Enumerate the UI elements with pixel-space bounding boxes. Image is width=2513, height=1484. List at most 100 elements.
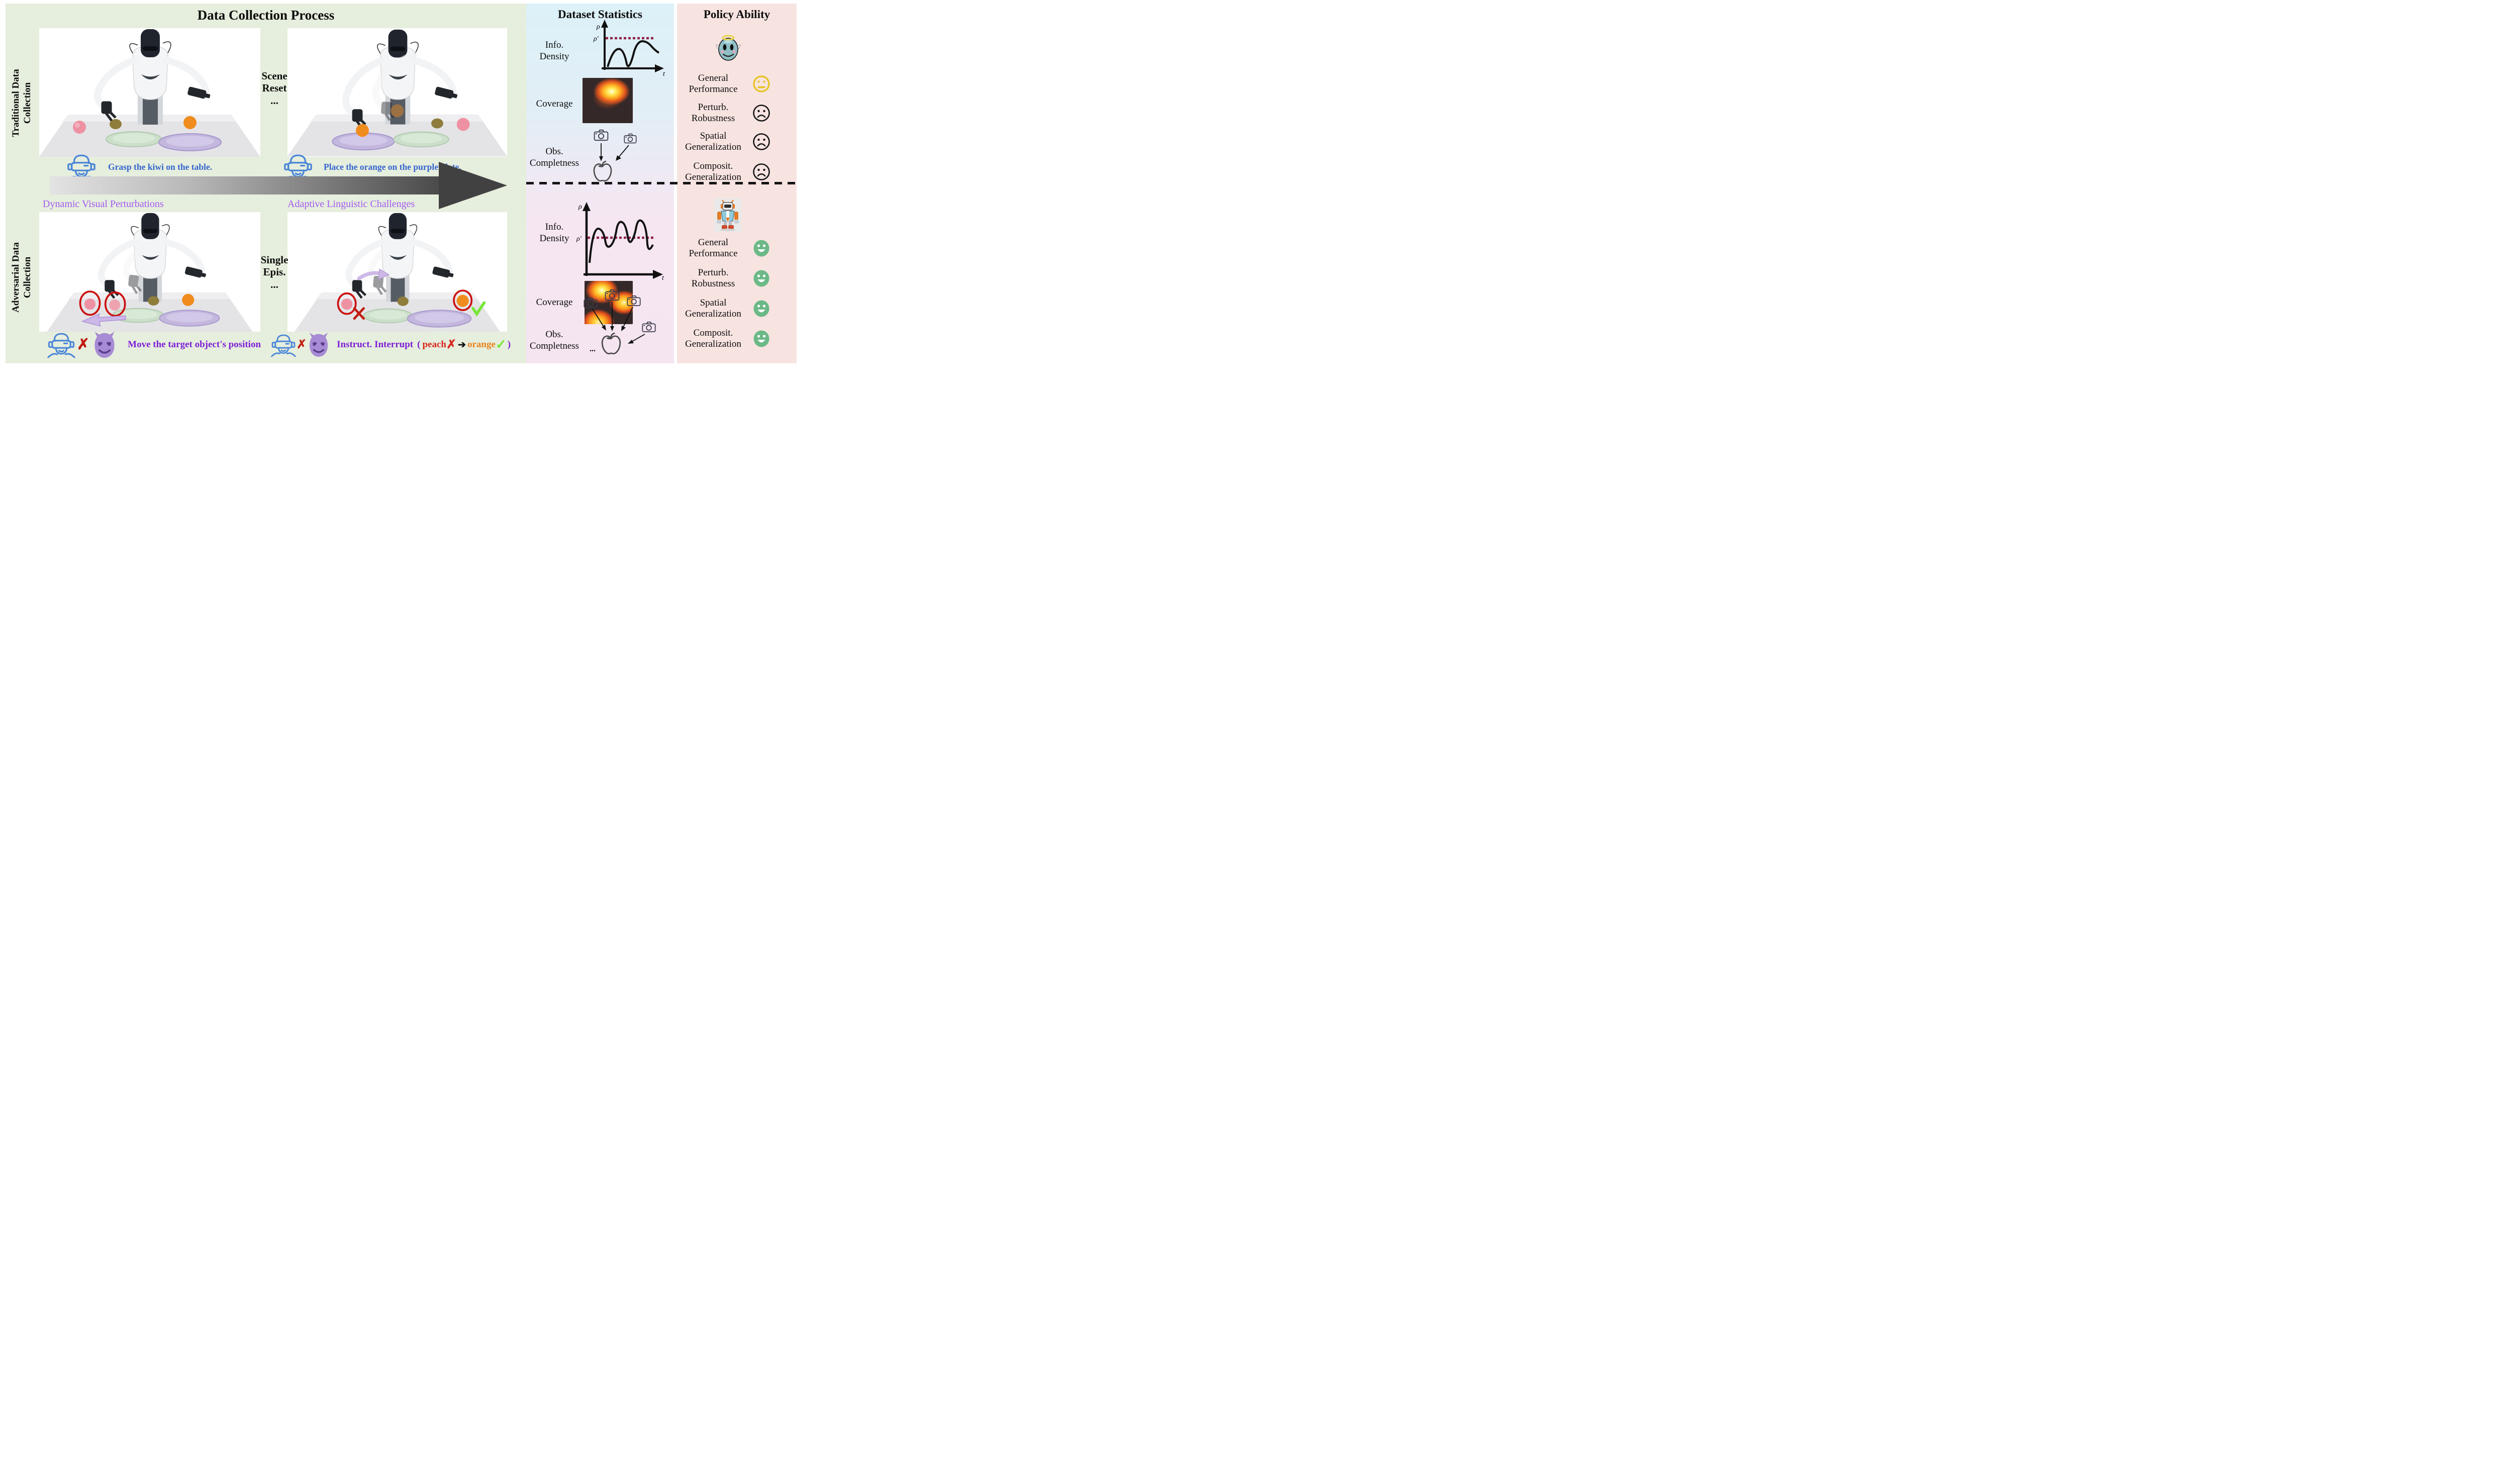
kiwi [431,118,443,129]
happy-face-icon [752,269,770,287]
happy-face-icon [752,300,770,318]
data-collection-panel: Data Collection Process Traditional Data… [6,4,526,363]
caption-place-row: Place the orange on the purple plate. [282,152,461,182]
policy-row-composit-bottom: Composit. Generalization [685,328,741,350]
peach [341,298,353,310]
axis-rho-prime: ρ' [593,35,599,43]
happy-face-icon [752,239,770,257]
axis-t: t [663,70,665,78]
axis-t: t [662,274,664,280]
red-circle [337,292,357,315]
info-density-label-top: Info. Density [539,40,569,62]
peach-x-icon: ✗ [446,338,457,351]
devil-icon [307,332,331,358]
orange-in-gripper [356,124,369,137]
orange-check-icon: ✓ [495,337,507,352]
axis-rho: ρ [578,203,582,211]
robot-mascot-image [714,199,741,232]
traditional-row-label: Traditional Data Collection [11,69,33,137]
info-density-chart-traditional: ρ ρ' t [593,20,665,78]
density-curve [607,40,660,67]
coverage-heatmap-traditional [583,78,633,123]
obs-completeness-label-adversarial: Obs. Completness [529,329,579,351]
timeline-arrow-head [439,162,507,209]
camera-icon [642,321,656,333]
peach [84,298,96,310]
orange [183,116,197,129]
adaptive-linguistic-label: Adaptive Linguistic Challenges [287,199,415,210]
scene-reset-note: Scene Reset ... [261,70,287,107]
policy-ability-title: Policy Ability [703,8,770,21]
no-vr-x-icon: ✗ [297,338,307,351]
green-check [471,301,486,317]
neutral-face-icon [752,75,770,93]
policy-row-perturb-top: Perturb. Robustness [691,102,735,124]
paren-open: ( [417,339,421,350]
policy-row-composit-top: Composit. Generalization [685,161,741,183]
camera-icon [584,297,598,309]
word-peach: peach [422,339,446,350]
sad-face-icon [752,133,770,151]
photo-adversarial-interrupt [287,212,507,332]
apple-icon [601,332,621,355]
word-orange: orange [467,339,496,350]
policy-row-spatial-bottom: Spatial Generalization [685,298,741,320]
caption-grasp-row: Grasp the kiwi on the table. [66,152,212,182]
sad-face-icon [752,104,770,122]
policy-row-general-top: General Performance [689,73,738,95]
policy-row-general-bottom: General Performance [689,237,738,259]
red-circle [79,290,101,316]
photo-adversarial-move [39,212,260,332]
caption-interrupt-row: ✗ Instruct. Interrupt ( peach ✗ ➔ orange… [270,329,511,360]
kiwi [397,296,409,306]
vr-operator-icon [47,331,76,358]
kiwi [148,296,159,306]
caption-interrupt-text: Instruct. Interrupt [337,339,414,350]
peach [73,121,86,134]
vr-operator-icon [270,333,297,357]
traditional-adversarial-divider [526,182,797,184]
arrow-right-icon: ➔ [458,339,466,350]
obs-completeness-diagram-adversarial: ... [584,289,656,355]
ghost-arm [374,52,415,122]
peach [456,118,470,131]
info-density-label-adversarial: Info. Density [539,222,569,244]
photo-traditional-grasp [39,28,260,157]
density-curve [589,219,654,263]
coverage-label-top: Coverage [536,98,573,109]
axis-rho: ρ [596,23,600,31]
policy-row-spatial-top: Spatial Generalization [685,131,741,153]
angel-emoji-icon [715,34,741,62]
no-vr-x-icon: ✗ [77,336,90,353]
obs-completeness-label-top: Obs. Completness [529,146,579,168]
single-episode-note: Single Epis. ... [260,254,288,290]
camera-icon [594,129,609,141]
sad-face-icon [752,163,770,181]
caption-move-row: ✗ Move the target object's position [47,329,261,360]
peach-moved [109,299,121,311]
policy-row-perturb-bottom: Perturb. Robustness [691,267,735,289]
figure-root: Data Collection Process Traditional Data… [0,0,797,371]
camera-icon [624,133,637,144]
caption-move-text: Move the target object's position [128,339,261,350]
paren-close: ) [507,339,511,350]
camera-icon [605,289,620,301]
dataset-statistics-title: Dataset Statistics [558,8,642,21]
data-collection-title: Data Collection Process [197,8,335,23]
red-circle [453,289,473,312]
kiwi [110,119,122,129]
red-circle [104,291,126,317]
axis-rho-prime: ρ' [576,235,582,243]
photo-traditional-place [287,28,507,157]
move-left-arrow [81,313,126,327]
devil-icon [91,331,118,359]
red-x-mark [353,307,365,320]
more-views-ellipsis: ... [590,345,596,353]
caption-grasp-text: Grasp the kiwi on the table. [108,161,213,172]
info-density-chart-adversarial: ρ ρ' t [576,202,664,280]
caption-place-text: Place the orange on the purple plate. [324,161,461,172]
dynamic-perturbations-label: Dynamic Visual Perturbations [43,199,164,210]
timeline-arrow-shaft [50,176,441,194]
orange [456,294,469,307]
camera-icon [627,295,641,307]
